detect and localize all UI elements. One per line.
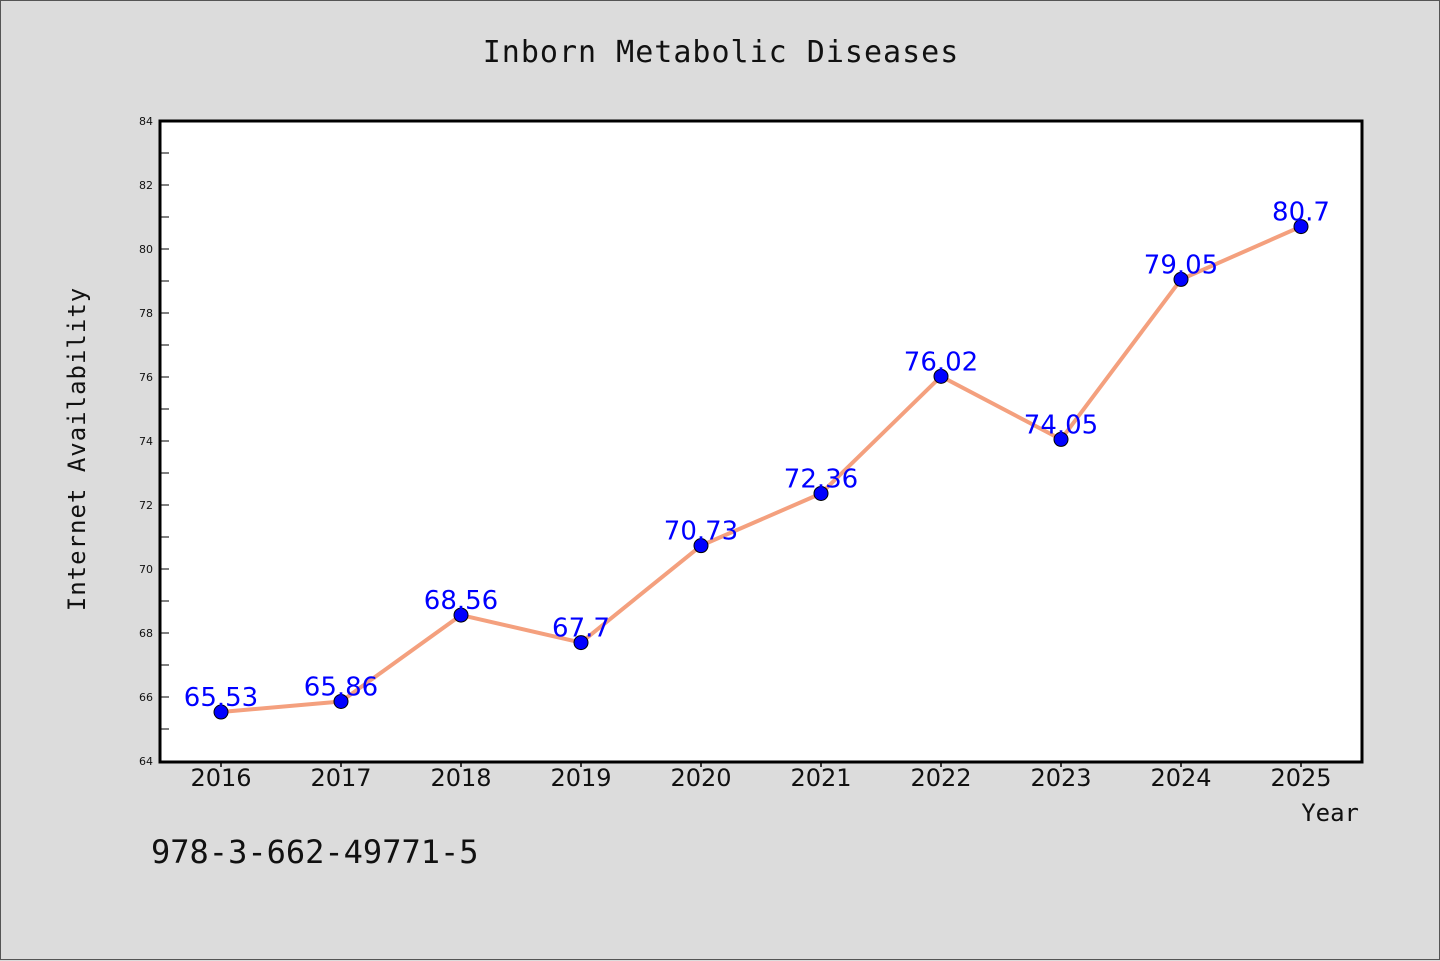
data-label: 68.56 [424,586,498,616]
y-axis-title: Internet Availability [63,287,91,611]
y-tick-label: 74 [139,435,153,448]
x-tick-label: 2022 [910,764,971,792]
data-label: 76.02 [904,347,978,377]
y-axis: 64 66 68 70 72 74 76 78 80 82 84 [139,115,169,768]
x-tick-label: 2021 [790,764,851,792]
data-label: 65.86 [304,672,378,702]
x-tick-label: 2019 [550,764,611,792]
data-label: 65.53 [184,683,258,713]
data-label: 67.7 [552,614,610,644]
y-tick-label: 68 [139,627,153,640]
series-line [213,219,1309,720]
data-label: 70.73 [664,517,738,547]
x-tick-label: 2023 [1030,764,1091,792]
data-point [1293,219,1309,235]
data-point [813,485,829,501]
y-tick-label: 84 [139,115,153,128]
y-tick-label: 76 [139,371,153,384]
y-tick-label: 66 [139,691,153,704]
x-tick-label: 2017 [310,764,371,792]
x-tick-label: 2024 [1150,764,1211,792]
x-tick-label: 2018 [430,764,491,792]
data-point [453,607,469,623]
series-polyline [220,224,1302,715]
data-label: 80.7 [1272,198,1330,228]
chart-title: Inborn Metabolic Diseases [482,35,960,70]
x-tick-label: 2016 [190,764,251,792]
data-label: 74.05 [1024,410,1098,440]
data-point [213,704,229,720]
data-label: 72.36 [784,464,858,494]
data-point [573,635,589,651]
x-axis: 2016 2017 2018 2019 2020 2021 2022 2023 2024 2025 [190,761,1332,792]
y-tick-label: 78 [139,307,153,320]
x-tick-label: 2025 [1270,764,1331,792]
x-tick-label: 2020 [670,764,731,792]
data-labels: 65.53 65.86 68.56 67.7 70.73 72.36 76.02 74.05 7… [184,198,1330,713]
y-tick-label: 70 [139,563,153,576]
y-tick-label: 82 [139,179,153,192]
data-point [1173,271,1189,287]
y-tick-label: 64 [139,755,153,768]
data-label: 79.05 [1144,250,1218,280]
data-point [333,693,349,709]
y-tick-label: 72 [139,499,153,512]
x-axis-title: Year [1301,799,1359,827]
data-point [1053,431,1069,447]
isbn-label: 978-3-662-49771-5 [151,833,479,871]
data-point [693,538,709,554]
data-point [933,368,949,384]
y-tick-label: 80 [139,243,153,256]
plot-area [158,119,1364,764]
